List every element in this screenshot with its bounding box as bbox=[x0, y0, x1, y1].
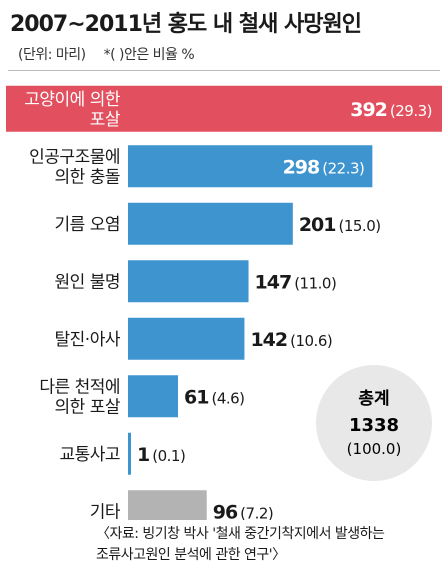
bar bbox=[128, 432, 131, 475]
total-circle bbox=[316, 365, 432, 481]
bar-row: 기타 96 (7.2) bbox=[90, 490, 274, 520]
top-divider bbox=[8, 70, 440, 71]
bar bbox=[128, 490, 207, 520]
data-label: 147 (11.0) bbox=[255, 271, 337, 293]
category-label: 포살 bbox=[90, 110, 121, 130]
category-label: 고양이에 의한 bbox=[24, 90, 121, 110]
bar bbox=[128, 260, 249, 303]
data-label: 96 (7.2) bbox=[213, 501, 274, 520]
bar-row: 원인 불명 147 (11.0) bbox=[55, 260, 337, 303]
bar bbox=[128, 145, 373, 188]
category-label: 인공구조물에 bbox=[29, 147, 120, 167]
data-label: 142 (10.6) bbox=[250, 329, 332, 351]
data-label: 61 (4.6) bbox=[184, 386, 245, 408]
total-badge: 총계 1338 (100.0) bbox=[316, 365, 432, 481]
source-note: 〈자료: 빙기창 박사 '철새 중간기착지에서 발생하는 조류사고원인 분석에 … bbox=[96, 524, 446, 566]
category-label: 기름 오염 bbox=[55, 215, 120, 235]
category-label: 기타 bbox=[90, 502, 121, 520]
category-label: 교통사고 bbox=[59, 445, 120, 465]
category-label: 원인 불명 bbox=[55, 272, 120, 292]
data-label: 1 (0.1) bbox=[137, 444, 185, 466]
bar bbox=[128, 202, 293, 245]
data-label: 392 (29.3) bbox=[350, 99, 432, 121]
category-label: 다른 천적에 bbox=[39, 377, 120, 397]
bar bbox=[128, 87, 442, 130]
data-label: 201 (15.0) bbox=[299, 214, 381, 236]
bar-row: 기름 오염 201 (15.0) bbox=[55, 202, 381, 245]
chart-subtitle: (단위: 마리) *( )안은 비율 % bbox=[18, 44, 195, 64]
total-label: 총계 bbox=[358, 389, 389, 409]
source-line-2: 조류사고원인 분석에 관한 연구'〉 bbox=[96, 547, 286, 563]
data-label: 298 (22.3) bbox=[283, 156, 365, 178]
bar bbox=[128, 375, 179, 418]
total-percent: (100.0) bbox=[347, 440, 402, 458]
bar-row: 탈진·아사 142 (10.6) bbox=[55, 317, 333, 360]
category-label: 의한 포살 bbox=[55, 397, 121, 417]
percent-note: *( )안은 비율 % bbox=[103, 47, 195, 63]
source-line-1: 〈자료: 빙기창 박사 '철새 중간기착지에서 발생하는 bbox=[96, 526, 385, 542]
total-value: 1338 bbox=[349, 415, 399, 436]
unit-note: (단위: 마리) bbox=[18, 47, 86, 63]
category-label: 탈진·아사 bbox=[55, 330, 121, 350]
bar bbox=[128, 317, 245, 360]
chart-title: 2007~2011년 홍도 내 철새 사망원인 bbox=[10, 12, 362, 37]
category-label: 의한 충돌 bbox=[55, 167, 120, 187]
bar-row: 교통사고 1 (0.1) bbox=[59, 432, 186, 475]
